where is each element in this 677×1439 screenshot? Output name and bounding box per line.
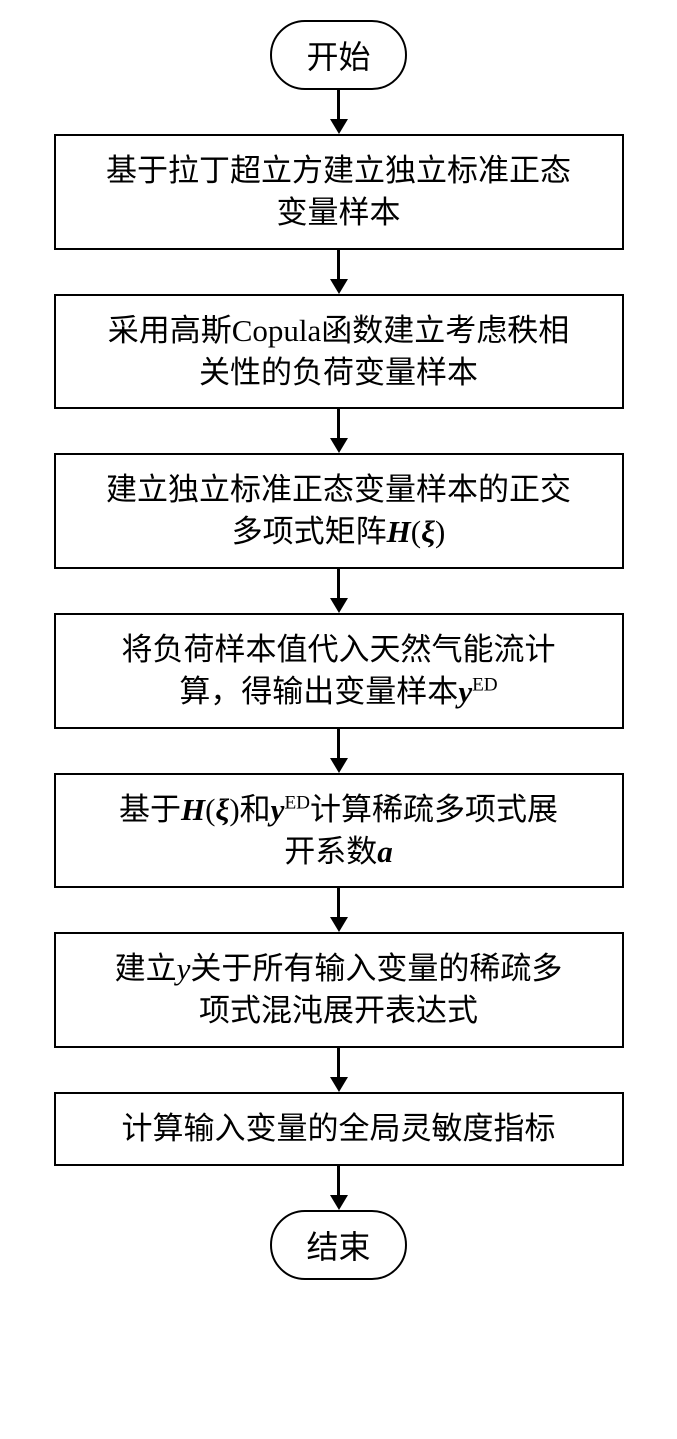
terminal-end-label: 结束 — [306, 1229, 370, 1265]
process-step-1: 基于拉丁超立方建立独立标准正态 变量样本 — [54, 134, 624, 250]
flowchart-container: 开始 基于拉丁超立方建立独立标准正态 变量样本 采用高斯Copula函数建立考虑… — [54, 20, 624, 1280]
process-step-3: 建立独立标准正态变量样本的正交 多项式矩阵H(ξ) — [54, 453, 624, 569]
process-text: 算，得输出变量样本 — [179, 674, 458, 709]
process-text: 变量样本 — [277, 195, 401, 230]
math-xi: ξ — [421, 514, 435, 549]
arrow — [330, 250, 348, 294]
math-xi: ξ — [215, 792, 229, 827]
process-step-5: 基于H(ξ)和yED计算稀疏多项式展 开系数a — [54, 773, 624, 889]
process-text: 基于拉丁超立方建立独立标准正态 — [106, 153, 571, 188]
process-text: 计算稀疏多项式展 — [310, 792, 558, 827]
math-ED: ED — [472, 675, 498, 696]
math-y: y — [271, 792, 285, 827]
arrow — [330, 888, 348, 932]
process-text: 基于 — [119, 792, 181, 827]
process-text: 关于所有输入变量的稀疏多 — [190, 951, 562, 986]
math-H: H — [387, 514, 411, 549]
process-text: 关性的负荷变量样本 — [199, 355, 478, 390]
process-text: 开系数 — [284, 834, 377, 869]
arrow — [330, 729, 348, 773]
process-text: 建立独立标准正态变量样本的正交 — [106, 472, 571, 507]
process-text: 建立 — [115, 951, 177, 986]
terminal-start: 开始 — [270, 20, 406, 90]
terminal-end: 结束 — [270, 1210, 406, 1280]
process-text: 项式混沌展开表达式 — [199, 993, 478, 1028]
math-ED: ED — [284, 792, 310, 813]
arrow — [330, 409, 348, 453]
process-text: 和 — [240, 792, 271, 827]
arrow — [330, 90, 348, 134]
arrow — [330, 1166, 348, 1210]
process-step-2: 采用高斯Copula函数建立考虑秩相 关性的负荷变量样本 — [54, 294, 624, 410]
process-text: 将负荷样本值代入天然气能流计 — [122, 632, 556, 667]
math-y: y — [458, 674, 472, 709]
process-text: 采用高斯Copula函数建立考虑秩相 — [108, 313, 570, 348]
math-a: a — [377, 834, 393, 869]
process-step-6: 建立y关于所有输入变量的稀疏多 项式混沌展开表达式 — [54, 932, 624, 1048]
math-H: H — [181, 792, 205, 827]
process-text: 计算输入变量的全局灵敏度指标 — [122, 1111, 556, 1146]
process-step-7: 计算输入变量的全局灵敏度指标 — [54, 1092, 624, 1166]
arrow — [330, 569, 348, 613]
math-y: y — [177, 951, 191, 986]
process-step-4: 将负荷样本值代入天然气能流计 算，得输出变量样本yED — [54, 613, 624, 729]
terminal-start-label: 开始 — [306, 39, 370, 75]
arrow — [330, 1048, 348, 1092]
process-text: 多项式矩阵 — [232, 514, 387, 549]
